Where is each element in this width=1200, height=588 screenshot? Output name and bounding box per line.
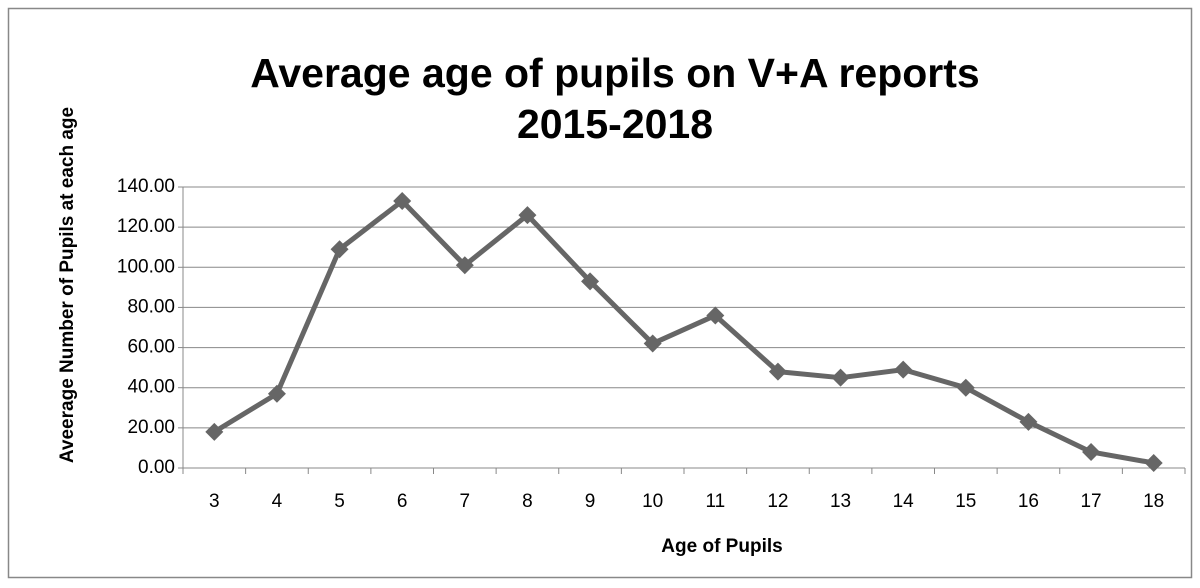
x-tick-label: 3 xyxy=(209,491,220,512)
x-tick-label: 14 xyxy=(893,491,915,512)
y-tick-label: 40.00 xyxy=(127,377,175,398)
data-point xyxy=(643,334,662,353)
data-point xyxy=(267,384,286,403)
x-tick-label: 9 xyxy=(585,491,596,512)
y-tick-label: 60.00 xyxy=(127,337,175,358)
x-tick-label: 11 xyxy=(705,491,725,512)
data-point xyxy=(831,368,850,387)
x-tick-label: 10 xyxy=(642,491,663,512)
data-point xyxy=(581,272,600,291)
y-tick-label: 0.00 xyxy=(138,457,175,478)
data-point xyxy=(1019,412,1038,431)
y-tick-label: 140.00 xyxy=(117,176,175,197)
y-tick-label: 20.00 xyxy=(127,417,175,438)
data-point xyxy=(1144,453,1163,472)
x-tick-label: 12 xyxy=(767,491,788,512)
data-point xyxy=(768,362,787,381)
chart-title: 2015-2018 xyxy=(517,101,713,147)
data-point xyxy=(393,192,412,211)
chart-title: Average age of pupils on V+A reports xyxy=(250,50,979,96)
x-tick-label: 6 xyxy=(397,491,408,512)
x-tick-label: 7 xyxy=(460,491,471,512)
x-tick-label: 4 xyxy=(272,491,283,512)
y-tick-label: 100.00 xyxy=(117,256,175,277)
x-tick-label: 13 xyxy=(830,491,851,512)
data-point xyxy=(330,240,349,259)
data-point xyxy=(894,360,913,379)
data-point xyxy=(455,256,474,275)
data-line xyxy=(213,198,1155,466)
y-tick-label: 80.00 xyxy=(127,296,175,317)
x-tick-label: 16 xyxy=(1018,491,1039,512)
x-tick-label: 17 xyxy=(1080,491,1101,512)
data-point xyxy=(956,378,975,397)
x-tick-label: 18 xyxy=(1143,491,1164,512)
data-point xyxy=(706,306,725,325)
y-tick-label: 120.00 xyxy=(117,216,175,237)
x-tick-label: 15 xyxy=(955,491,976,512)
x-tick-label: 8 xyxy=(522,491,533,512)
data-point xyxy=(205,422,224,441)
x-axis-label: Age of Pupils xyxy=(661,536,782,557)
y-axis-label: Aveerage Number of Pupils at each age xyxy=(57,107,78,463)
data-point xyxy=(518,206,537,225)
data-point xyxy=(1082,442,1101,461)
x-tick-label: 5 xyxy=(334,491,345,512)
